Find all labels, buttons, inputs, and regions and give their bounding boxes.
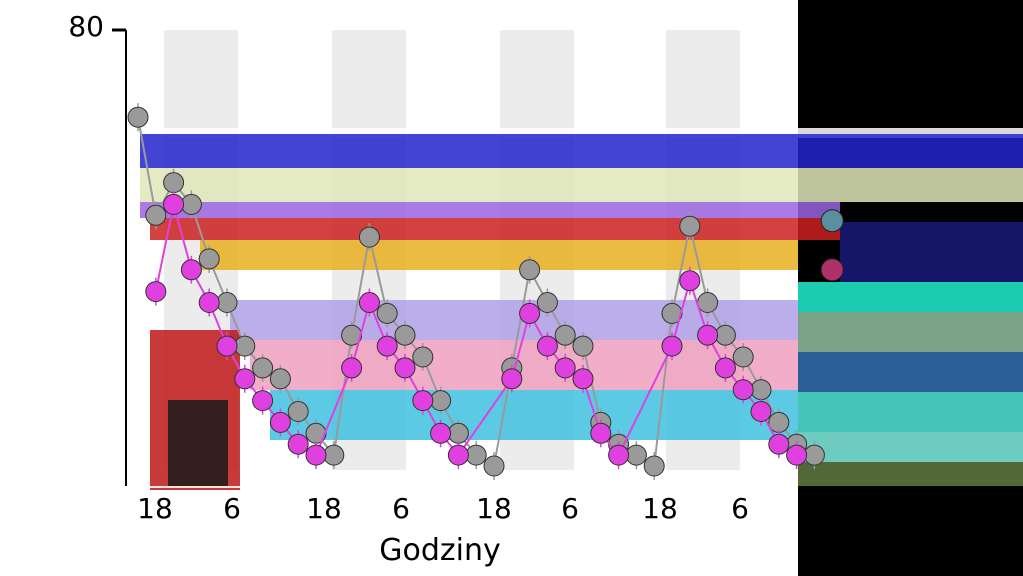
x-tick-label-2: 6: [223, 492, 241, 525]
series-1-point-35: [732, 346, 754, 368]
series-2-point-14: [394, 357, 416, 379]
series-1-point-20: [465, 444, 487, 466]
series-2-point-19: [519, 302, 541, 324]
series-layer: [127, 103, 844, 480]
artifact-stripe-3: [140, 168, 1023, 202]
series-1-point-17: [412, 346, 434, 368]
x-tick-label-4: 6: [392, 492, 410, 525]
artifact-stripe-10: [798, 352, 1023, 392]
series-2-point-17: [447, 444, 469, 466]
series-1-point-30: [643, 455, 665, 477]
series-2-point-3: [180, 259, 202, 281]
y-tick-label-top: 80: [68, 10, 104, 43]
series-1-point-36: [750, 379, 772, 401]
artifact-stripe-15: [250, 340, 798, 390]
artifact-stripe-1: [0, 128, 1023, 138]
series-2-point-18: [501, 368, 523, 390]
series-2-point-25: [661, 335, 683, 357]
series-2-point-27: [697, 324, 719, 346]
x-tick-label-3: 18: [306, 492, 342, 525]
series-2-point-4: [198, 292, 220, 313]
series-1-point-13: [341, 324, 363, 346]
series-2-point-24: [608, 444, 630, 466]
standalone-point-1: [820, 209, 844, 233]
standalone-point-2: [820, 258, 844, 282]
series-2-point-9: [287, 433, 309, 455]
series-1-point-2: [145, 204, 167, 226]
x-tick-label-7: 18: [642, 492, 678, 525]
series-2-point-12: [358, 292, 380, 313]
series-1-point-33: [697, 292, 719, 313]
series-1-point-26: [572, 335, 594, 357]
series-2-point-6: [234, 368, 256, 390]
series-1-point-24: [536, 292, 558, 313]
series-2-point-26: [679, 270, 701, 292]
series-1-point-7: [234, 335, 256, 357]
artifact-stripe-6: [840, 222, 1023, 282]
series-1-point-3: [163, 172, 185, 194]
series-2-point-20: [536, 335, 558, 357]
artifact-stripe-2: [140, 134, 1023, 168]
series-2-point-21: [554, 357, 576, 379]
series-1-point-29: [625, 444, 647, 466]
series-1-point-19: [447, 422, 469, 444]
series-2-point-22: [572, 368, 594, 390]
series-1-point-34: [714, 324, 736, 346]
series-1-point-9: [269, 368, 291, 390]
series-2-point-7: [252, 390, 274, 412]
series-1-point-39: [803, 444, 825, 466]
series-1-point-1: [127, 106, 149, 128]
series-1-point-21: [483, 455, 505, 477]
artifact-stripe-12: [798, 432, 1023, 462]
y-axis: 80: [68, 10, 127, 486]
artifact-stripe-4: [140, 202, 840, 218]
series-2-point-10: [305, 444, 327, 466]
artifact-stripe-19: [0, 486, 798, 488]
series-1-point-6: [216, 292, 238, 313]
series-2-point-11: [341, 357, 363, 379]
series-2-point-5: [216, 335, 238, 357]
series-2-point-23: [590, 422, 612, 444]
series-1-point-4: [180, 193, 202, 215]
series-2-point-8: [269, 411, 291, 433]
artifact-stripe-16: [270, 390, 798, 440]
x-tick-label-1: 18: [137, 492, 173, 525]
artifact-stripe-18: [168, 400, 228, 486]
series-1-point-14: [358, 226, 380, 248]
series-1-point-8: [252, 357, 274, 379]
artifact-stripe-5: [150, 218, 840, 240]
x-tick-label-6: 6: [561, 492, 579, 525]
series-2-point-31: [768, 433, 790, 455]
artifact-stripe-8: [798, 282, 1023, 312]
series-1-point-23: [519, 259, 541, 281]
x-tick-labels: 18 6 18 6 18 6 18 6: [137, 492, 749, 525]
series-1-point-15: [376, 302, 398, 324]
artifact-stripe-13: [798, 462, 1023, 486]
artifact-stripe-7: [200, 240, 798, 270]
series-2-point-13: [376, 335, 398, 357]
artifact-stripe-11: [798, 392, 1023, 432]
series-2-point-2: [163, 193, 185, 215]
series-2-point-15: [412, 390, 434, 412]
series-2-point-28: [714, 357, 736, 379]
series-2-point-16: [430, 422, 452, 444]
series-1-point-5: [198, 248, 220, 270]
series-1-point-31: [661, 302, 683, 324]
x-axis-label: Godziny: [379, 533, 501, 568]
artifact-stripe-9: [798, 312, 1023, 352]
series-1-point-10: [287, 401, 309, 422]
series-1-point-32: [679, 215, 701, 237]
series-2-point-30: [750, 401, 772, 422]
x-tick-label-8: 6: [731, 492, 749, 525]
series-2-point-1: [145, 281, 167, 303]
series-2-point-29: [732, 379, 754, 401]
series-2-point-32: [786, 444, 808, 466]
series-1-point-18: [430, 390, 452, 412]
series-1-point-25: [554, 324, 576, 346]
x-tick-label-5: 18: [476, 492, 512, 525]
series-1-point-16: [394, 324, 416, 346]
series-1-point-12: [323, 444, 345, 466]
